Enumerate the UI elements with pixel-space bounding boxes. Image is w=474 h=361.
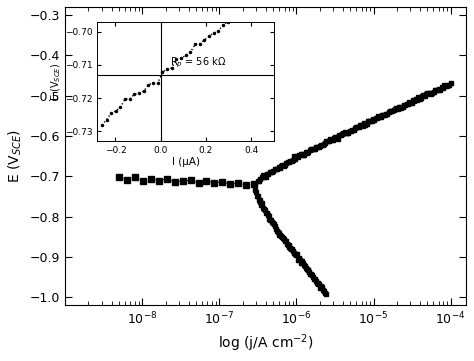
X-axis label: log (j/A cm$^{-2}$): log (j/A cm$^{-2}$) <box>218 332 314 354</box>
Y-axis label: E (V$_{SCE}$): E (V$_{SCE}$) <box>7 129 24 183</box>
